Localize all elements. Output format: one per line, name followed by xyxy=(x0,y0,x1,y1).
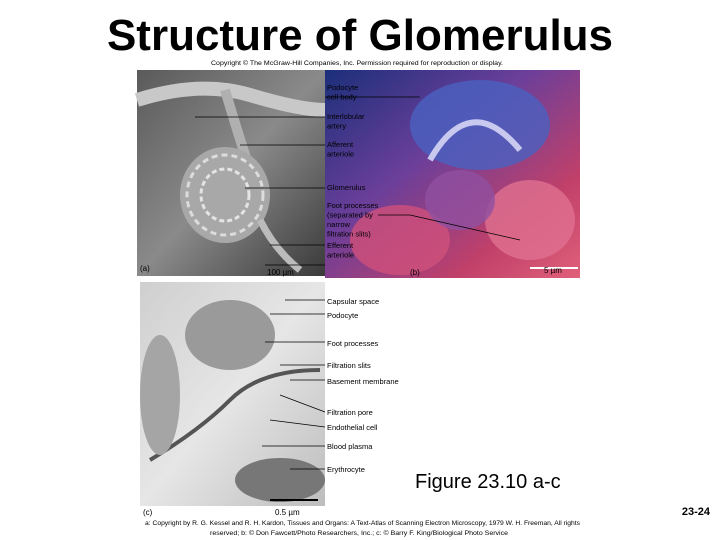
callout-label: Podocyte xyxy=(327,311,358,320)
callout-label: Afferent xyxy=(327,140,354,149)
credit-line: reserved; b: © Don Fawcett/Photo Researc… xyxy=(210,530,509,537)
labels-c: Capsular space Podocyte Foot processes Filt… xyxy=(327,297,399,474)
image-b xyxy=(325,70,580,278)
scale-label: 0.5 µm xyxy=(275,508,300,517)
callout-label: arteriole xyxy=(327,150,354,159)
callout-label: Basement membrane xyxy=(327,377,399,386)
callout-label: Blood plasma xyxy=(327,442,373,451)
callout-label: filtration slits) xyxy=(327,230,371,239)
callout-label: Glomerulus xyxy=(327,183,366,192)
callout-label: Interlobular xyxy=(327,112,365,121)
leader-line xyxy=(269,419,326,428)
page-number: 23-24 xyxy=(682,506,711,518)
panel-label: (b) xyxy=(410,268,420,277)
figure-caption: Figure 23.10 a-c xyxy=(415,471,561,493)
callout-label: Filtration slits xyxy=(327,361,371,370)
leader-line xyxy=(279,394,326,413)
callout-label: cell body xyxy=(327,93,357,102)
callout-label: artery xyxy=(327,122,346,131)
scale-label: 100 µm xyxy=(267,268,294,277)
callout-label: Foot processes xyxy=(327,339,379,348)
slide-title: Structure of Glomerulus xyxy=(107,11,613,60)
copyright: Copyright © The McGraw-Hill Companies, I… xyxy=(211,59,503,67)
callout-label: Erythrocyte xyxy=(327,465,365,474)
panel-label: (a) xyxy=(140,264,150,273)
callout-label: Filtration pore xyxy=(327,408,373,417)
image-a xyxy=(134,70,326,276)
leader-line xyxy=(409,214,521,241)
callout-label: Foot processes xyxy=(327,201,379,210)
callout-label: arteriole xyxy=(327,251,354,260)
credit-line: a: Copyright by R. G. Kessel and R. H. K… xyxy=(145,521,580,527)
panel-label: (c) xyxy=(143,508,153,517)
callout-label: narrow xyxy=(327,220,351,229)
callout-label: Capsular space xyxy=(327,297,379,306)
callout-label: (separated by xyxy=(327,211,373,220)
image-c xyxy=(140,282,325,506)
scale-label: 5 µm xyxy=(544,266,562,275)
callout-label: Endothelial cell xyxy=(327,423,378,432)
callout-label: Podocyte xyxy=(327,83,358,92)
callout-label: Efferent xyxy=(327,241,354,250)
